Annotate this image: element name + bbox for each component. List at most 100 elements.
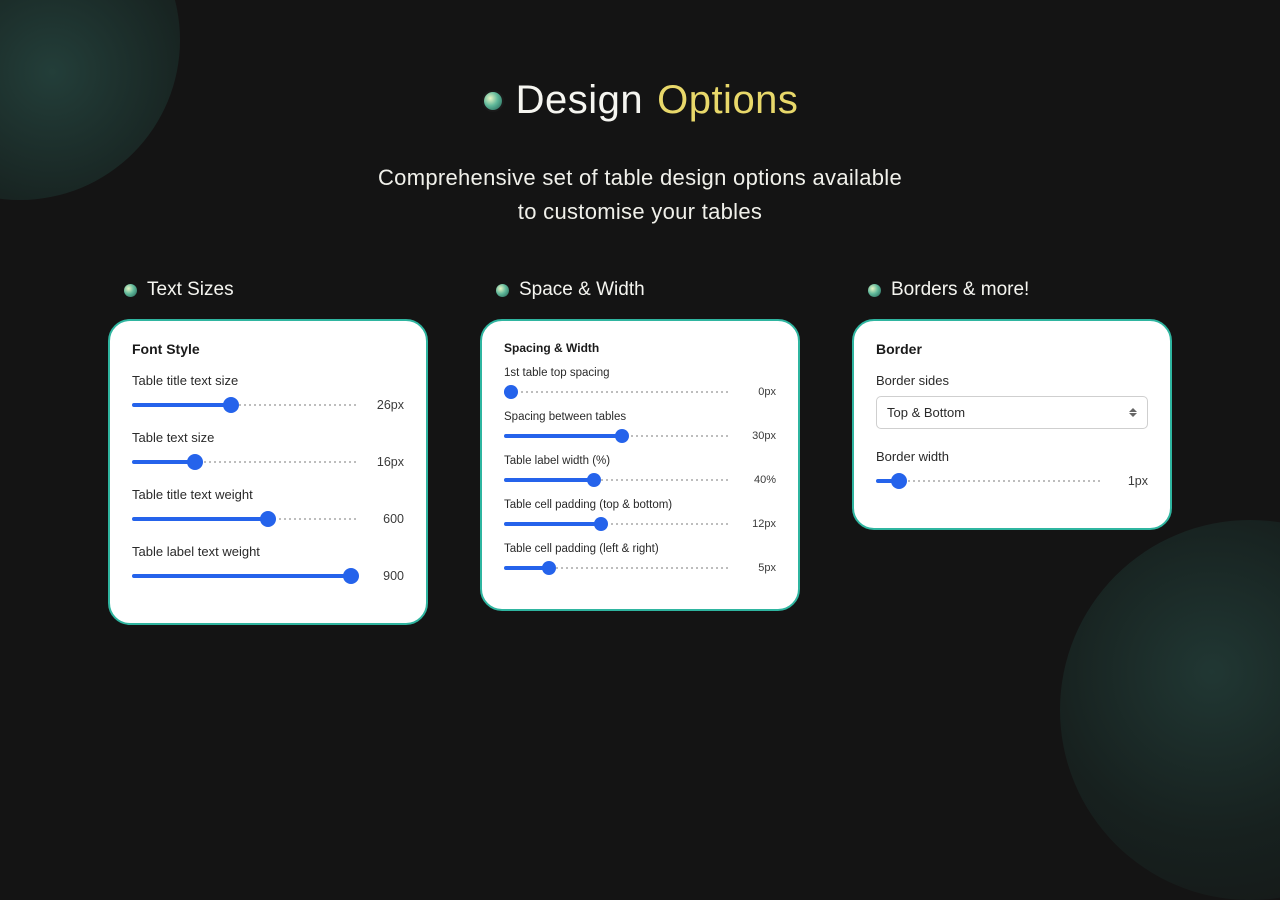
slider-row: Table cell padding (top & bottom) 12px — [504, 499, 776, 531]
slider-row: Table cell padding (left & right) 5px — [504, 543, 776, 575]
border-sides-select[interactable]: Top & Bottom — [876, 396, 1148, 429]
slider-fill — [504, 522, 601, 526]
slider-track-wrapper: 12px — [504, 517, 776, 531]
slider-thumb[interactable] — [542, 561, 556, 575]
slider-value: 600 — [368, 512, 404, 526]
slider-row: Table title text size 26px — [132, 373, 404, 412]
slider-label: Table label width (%) — [504, 455, 776, 467]
slider-value: 26px — [368, 398, 404, 412]
card-title-dot-icon — [868, 284, 881, 297]
slider-value: 30px — [740, 430, 776, 442]
slider[interactable] — [132, 569, 358, 583]
slider-label: Table cell padding (top & bottom) — [504, 499, 776, 511]
card-heading: Font Style — [132, 341, 404, 357]
card-column-title: Borders & more! — [852, 279, 1172, 301]
slider-thumb[interactable] — [343, 568, 359, 584]
card-column: Space & Width Spacing & Width 1st table to… — [480, 279, 800, 625]
slider-label: Table title text size — [132, 373, 404, 388]
slider-row: Table label text weight 900 — [132, 544, 404, 583]
card-column-title-text: Text Sizes — [147, 279, 234, 301]
slider-value: 40% — [740, 474, 776, 486]
slider-value: 1px — [1112, 474, 1148, 488]
slider-label: Table title text weight — [132, 487, 404, 502]
slider-thumb[interactable] — [187, 454, 203, 470]
slider-thumb[interactable] — [223, 397, 239, 413]
slider-fill — [132, 403, 231, 407]
slider-value: 0px — [740, 386, 776, 398]
settings-card: Spacing & Width 1st table top spacing 0px S… — [480, 319, 800, 611]
slider[interactable] — [132, 512, 358, 526]
slider-track-wrapper: 900 — [132, 569, 404, 583]
slider-label: Table text size — [132, 430, 404, 445]
slider-row: Spacing between tables 30px — [504, 411, 776, 443]
page-subtitle: Comprehensive set of table design option… — [0, 161, 1280, 229]
title-dot-icon — [482, 90, 504, 112]
slider-thumb[interactable] — [504, 385, 518, 399]
card-column: Borders & more! Border Border sides Top & B… — [852, 279, 1172, 625]
select-value: Top & Bottom — [887, 405, 965, 420]
slider-thumb[interactable] — [615, 429, 629, 443]
slider-track-wrapper: 30px — [504, 429, 776, 443]
slider-track-wrapper: 26px — [132, 398, 404, 412]
slider-label: Table label text weight — [132, 544, 404, 559]
settings-card: Font StyleTable title text size26pxTable… — [108, 319, 428, 625]
slider-thumb[interactable] — [891, 473, 907, 489]
slider-label: Table cell padding (left & right) — [504, 543, 776, 555]
card-column-title-text: Space & Width — [519, 279, 645, 301]
slider-value: 12px — [740, 518, 776, 530]
slider-thumb[interactable] — [260, 511, 276, 527]
subtitle-line-2: to customise your tables — [518, 199, 762, 224]
slider-fill — [504, 434, 622, 438]
card-column: Text Sizes Font Style Table title text siz… — [108, 279, 428, 625]
slider-label: Border width — [876, 449, 1148, 464]
select-label: Border sides — [876, 373, 1148, 388]
slider-row: Table title text weight 600 — [132, 487, 404, 526]
slider[interactable] — [876, 474, 1102, 488]
page-content: Design Options Comprehensive set of tabl… — [0, 0, 1280, 625]
slider-track-bg — [876, 479, 1102, 483]
slider[interactable] — [504, 473, 730, 487]
slider-fill — [132, 460, 195, 464]
slider[interactable] — [132, 455, 358, 469]
slider-thumb[interactable] — [587, 473, 601, 487]
slider[interactable] — [504, 385, 730, 399]
slider-fill — [132, 517, 268, 521]
page-title: Design Options — [482, 78, 799, 123]
card-column-title-text: Borders & more! — [891, 279, 1029, 301]
slider-fill — [132, 574, 351, 578]
slider[interactable] — [504, 561, 730, 575]
slider-row: 1st table top spacing 0px — [504, 367, 776, 399]
card-column-title: Space & Width — [480, 279, 800, 301]
slider-track-wrapper: 0px — [504, 385, 776, 399]
card-column-title: Text Sizes — [108, 279, 428, 301]
slider-value: 16px — [368, 455, 404, 469]
slider-track-wrapper: 16px — [132, 455, 404, 469]
card-title-dot-icon — [124, 284, 137, 297]
select-caret-icon — [1129, 408, 1137, 417]
slider[interactable] — [504, 517, 730, 531]
card-heading: Spacing & Width — [504, 341, 776, 355]
slider-row: Border width 1px — [876, 449, 1148, 488]
title-word-2: Options — [657, 78, 798, 123]
slider-thumb[interactable] — [594, 517, 608, 531]
slider[interactable] — [504, 429, 730, 443]
cards-row: Text Sizes Font Style Table title text siz… — [0, 279, 1280, 625]
settings-card: Border Border sides Top & Bottom Border wid… — [852, 319, 1172, 530]
slider-track-wrapper: 600 — [132, 512, 404, 526]
slider-row: Table text size 16px — [132, 430, 404, 469]
subtitle-line-1: Comprehensive set of table design option… — [378, 165, 902, 190]
card-title-dot-icon — [496, 284, 509, 297]
slider-track-wrapper: 1px — [876, 474, 1148, 488]
slider-row: Table label width (%) 40% — [504, 455, 776, 487]
slider-track-bg — [504, 390, 730, 394]
card-heading: Border — [876, 341, 1148, 357]
slider-track-wrapper: 40% — [504, 473, 776, 487]
title-word-1: Design — [516, 78, 644, 123]
slider[interactable] — [132, 398, 358, 412]
slider-track-wrapper: 5px — [504, 561, 776, 575]
slider-fill — [504, 478, 594, 482]
slider-label: Spacing between tables — [504, 411, 776, 423]
slider-label: 1st table top spacing — [504, 367, 776, 379]
slider-value: 5px — [740, 562, 776, 574]
slider-value: 900 — [368, 569, 404, 583]
